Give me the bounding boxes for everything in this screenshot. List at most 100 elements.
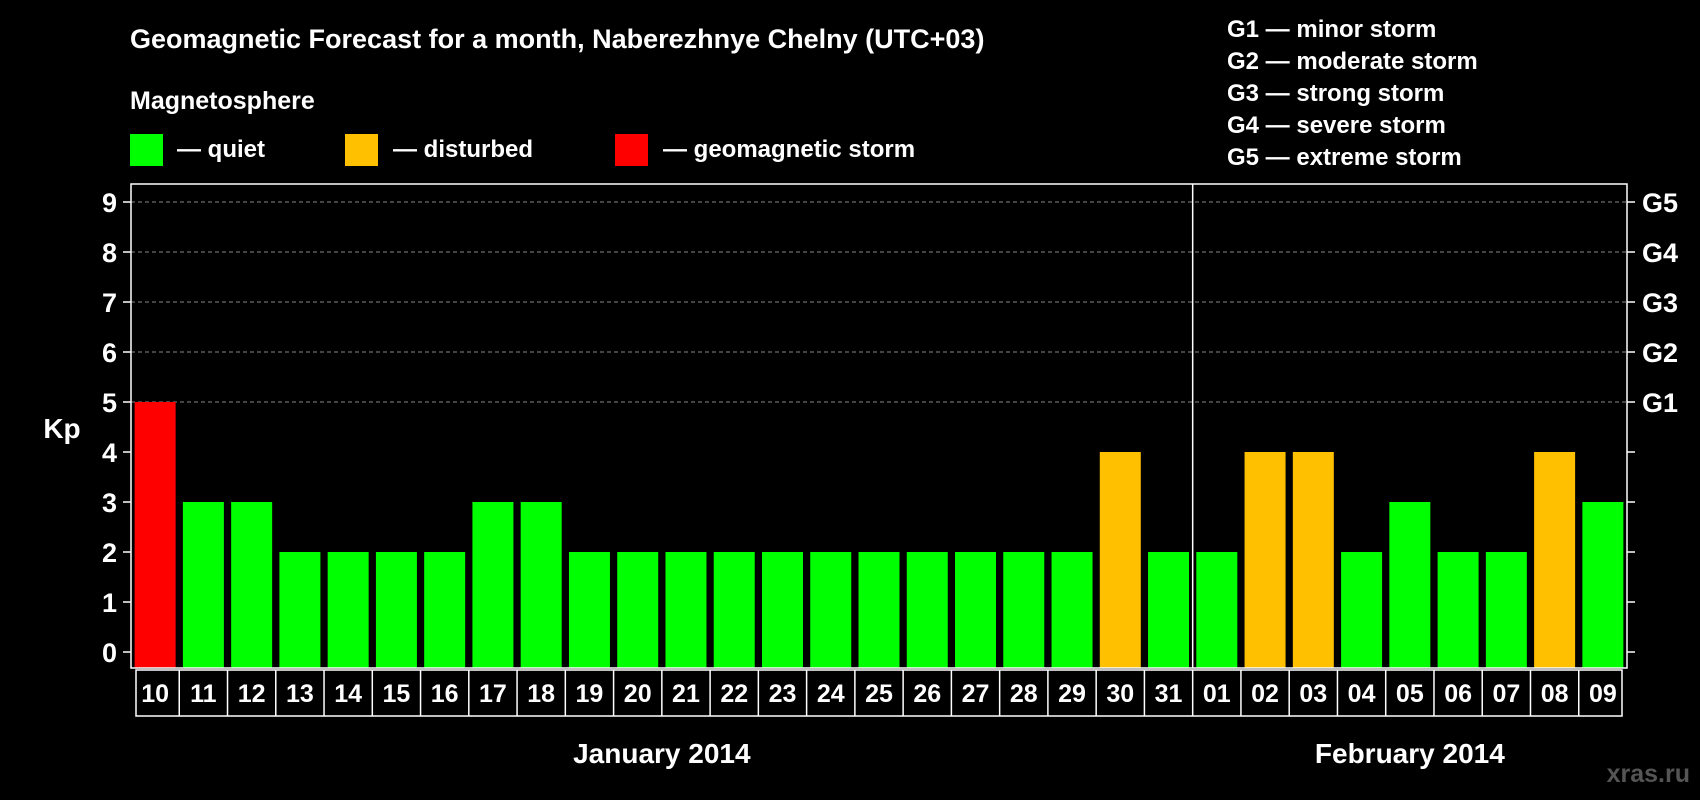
y-tick-label: 1: [102, 588, 117, 618]
bar: [858, 552, 900, 668]
bar: [617, 552, 659, 668]
bar: [761, 552, 803, 668]
bar: [1292, 452, 1334, 668]
x-tick-label: 09: [1589, 680, 1617, 708]
x-tick-label: 01: [1203, 680, 1231, 708]
legend-heading: Magnetosphere: [130, 87, 315, 115]
x-tick-label: 06: [1444, 680, 1472, 708]
x-tick-label: 19: [576, 680, 604, 708]
month-labels: January 2014 February 2014: [573, 738, 1505, 769]
bar: [1582, 502, 1624, 668]
bar: [665, 552, 707, 668]
bar: [568, 552, 610, 668]
month-label: January 2014: [573, 738, 751, 769]
date-row-border: [135, 669, 1623, 717]
storm-scale-g1: G1 — minor storm: [1227, 16, 1436, 43]
bar: [1534, 452, 1576, 668]
bar: [472, 502, 514, 668]
y-tick-label: 8: [102, 238, 117, 268]
legend-swatch-disturbed: [345, 134, 378, 166]
y-axis-ticks: 0 1 2 3 4 5 6 7 8 9: [102, 188, 131, 668]
y-tick-label: 4: [102, 438, 117, 468]
x-tick-label: 15: [383, 680, 411, 708]
bar: [375, 552, 417, 668]
right-axis-ticks: G1 G2 G3 G4 G5: [1627, 188, 1678, 653]
chart-title: Geomagnetic Forecast for a month, Nabere…: [130, 24, 984, 54]
x-tick-label: 25: [865, 680, 893, 708]
bar: [279, 552, 321, 668]
x-tick-label: 28: [1010, 680, 1038, 708]
bar: [1389, 502, 1431, 668]
storm-scale-g4: G4 — severe storm: [1227, 112, 1446, 139]
right-axis-label: G2: [1642, 338, 1678, 368]
x-tick-label: 26: [913, 680, 941, 708]
bar: [1003, 552, 1045, 668]
y-tick-label: 0: [102, 638, 117, 668]
y-tick-label: 7: [102, 288, 117, 318]
bar: [327, 552, 369, 668]
x-tick-label: 29: [1058, 680, 1086, 708]
x-tick-label: 17: [479, 680, 507, 708]
bar: [1437, 552, 1479, 668]
x-tick-label: 22: [720, 680, 748, 708]
right-axis-label: G3: [1642, 288, 1678, 318]
x-tick-label: 03: [1299, 680, 1327, 708]
x-tick-label: 24: [817, 680, 845, 708]
bar: [424, 552, 466, 668]
x-tick-label: 18: [527, 680, 555, 708]
bar: [182, 502, 224, 668]
watermark: xras.ru: [1607, 760, 1690, 788]
right-axis-label: G1: [1642, 388, 1678, 418]
right-axis-label: G4: [1642, 238, 1678, 268]
legend-label-quiet: — quiet: [177, 136, 265, 163]
x-tick-label: 11: [190, 680, 217, 708]
y-tick-label: 5: [102, 388, 117, 418]
bar: [520, 502, 562, 668]
bar: [134, 402, 176, 668]
bar: [1196, 552, 1238, 668]
x-tick-label: 04: [1348, 680, 1376, 708]
bar: [1051, 552, 1093, 668]
legend-label-storm: — geomagnetic storm: [663, 136, 915, 163]
x-tick-label: 14: [334, 680, 362, 708]
gridlines: [131, 201, 1627, 403]
bars: [134, 402, 1624, 668]
bar: [1341, 552, 1383, 668]
x-axis-date-cells: 10 11 12 13 14 15 16 17 18 19 20 21 22 23 24 25 26 27 28 29…: [135, 669, 1623, 717]
bar: [1485, 552, 1527, 668]
plot-border: [130, 183, 1628, 669]
bar: [1099, 452, 1141, 668]
x-tick-label: 12: [238, 680, 266, 708]
bar: [1148, 552, 1190, 668]
right-axis-label: G5: [1642, 188, 1678, 218]
x-tick-label: 16: [431, 680, 459, 708]
y-tick-label: 6: [102, 338, 117, 368]
y-tick-label: 2: [102, 538, 117, 568]
bar: [955, 552, 997, 668]
x-tick-label: 02: [1251, 680, 1279, 708]
legend-label-disturbed: — disturbed: [393, 136, 533, 163]
bar: [713, 552, 755, 668]
x-tick-label: 10: [141, 680, 169, 708]
bar: [906, 552, 948, 668]
x-tick-label: 30: [1106, 680, 1134, 708]
legend-swatch-quiet: [130, 134, 163, 166]
x-tick-label: 08: [1541, 680, 1569, 708]
x-tick-label: 05: [1396, 680, 1424, 708]
y-tick-label: 3: [102, 488, 117, 518]
storm-scale-g3: G3 — strong storm: [1227, 80, 1444, 107]
x-tick-label: 21: [672, 680, 700, 708]
storm-scale-g2: G2 — moderate storm: [1227, 48, 1478, 75]
x-tick-label: 27: [962, 680, 990, 708]
x-tick-label: 20: [624, 680, 652, 708]
x-tick-label: 23: [769, 680, 797, 708]
bar: [231, 502, 273, 668]
bar: [810, 552, 852, 668]
x-tick-label: 07: [1492, 680, 1520, 708]
month-label: February 2014: [1315, 738, 1505, 769]
x-tick-label: 13: [286, 680, 314, 708]
y-axis-label: Kp: [43, 413, 80, 444]
bar: [1244, 452, 1286, 668]
storm-scale-g5: G5 — extreme storm: [1227, 144, 1462, 171]
